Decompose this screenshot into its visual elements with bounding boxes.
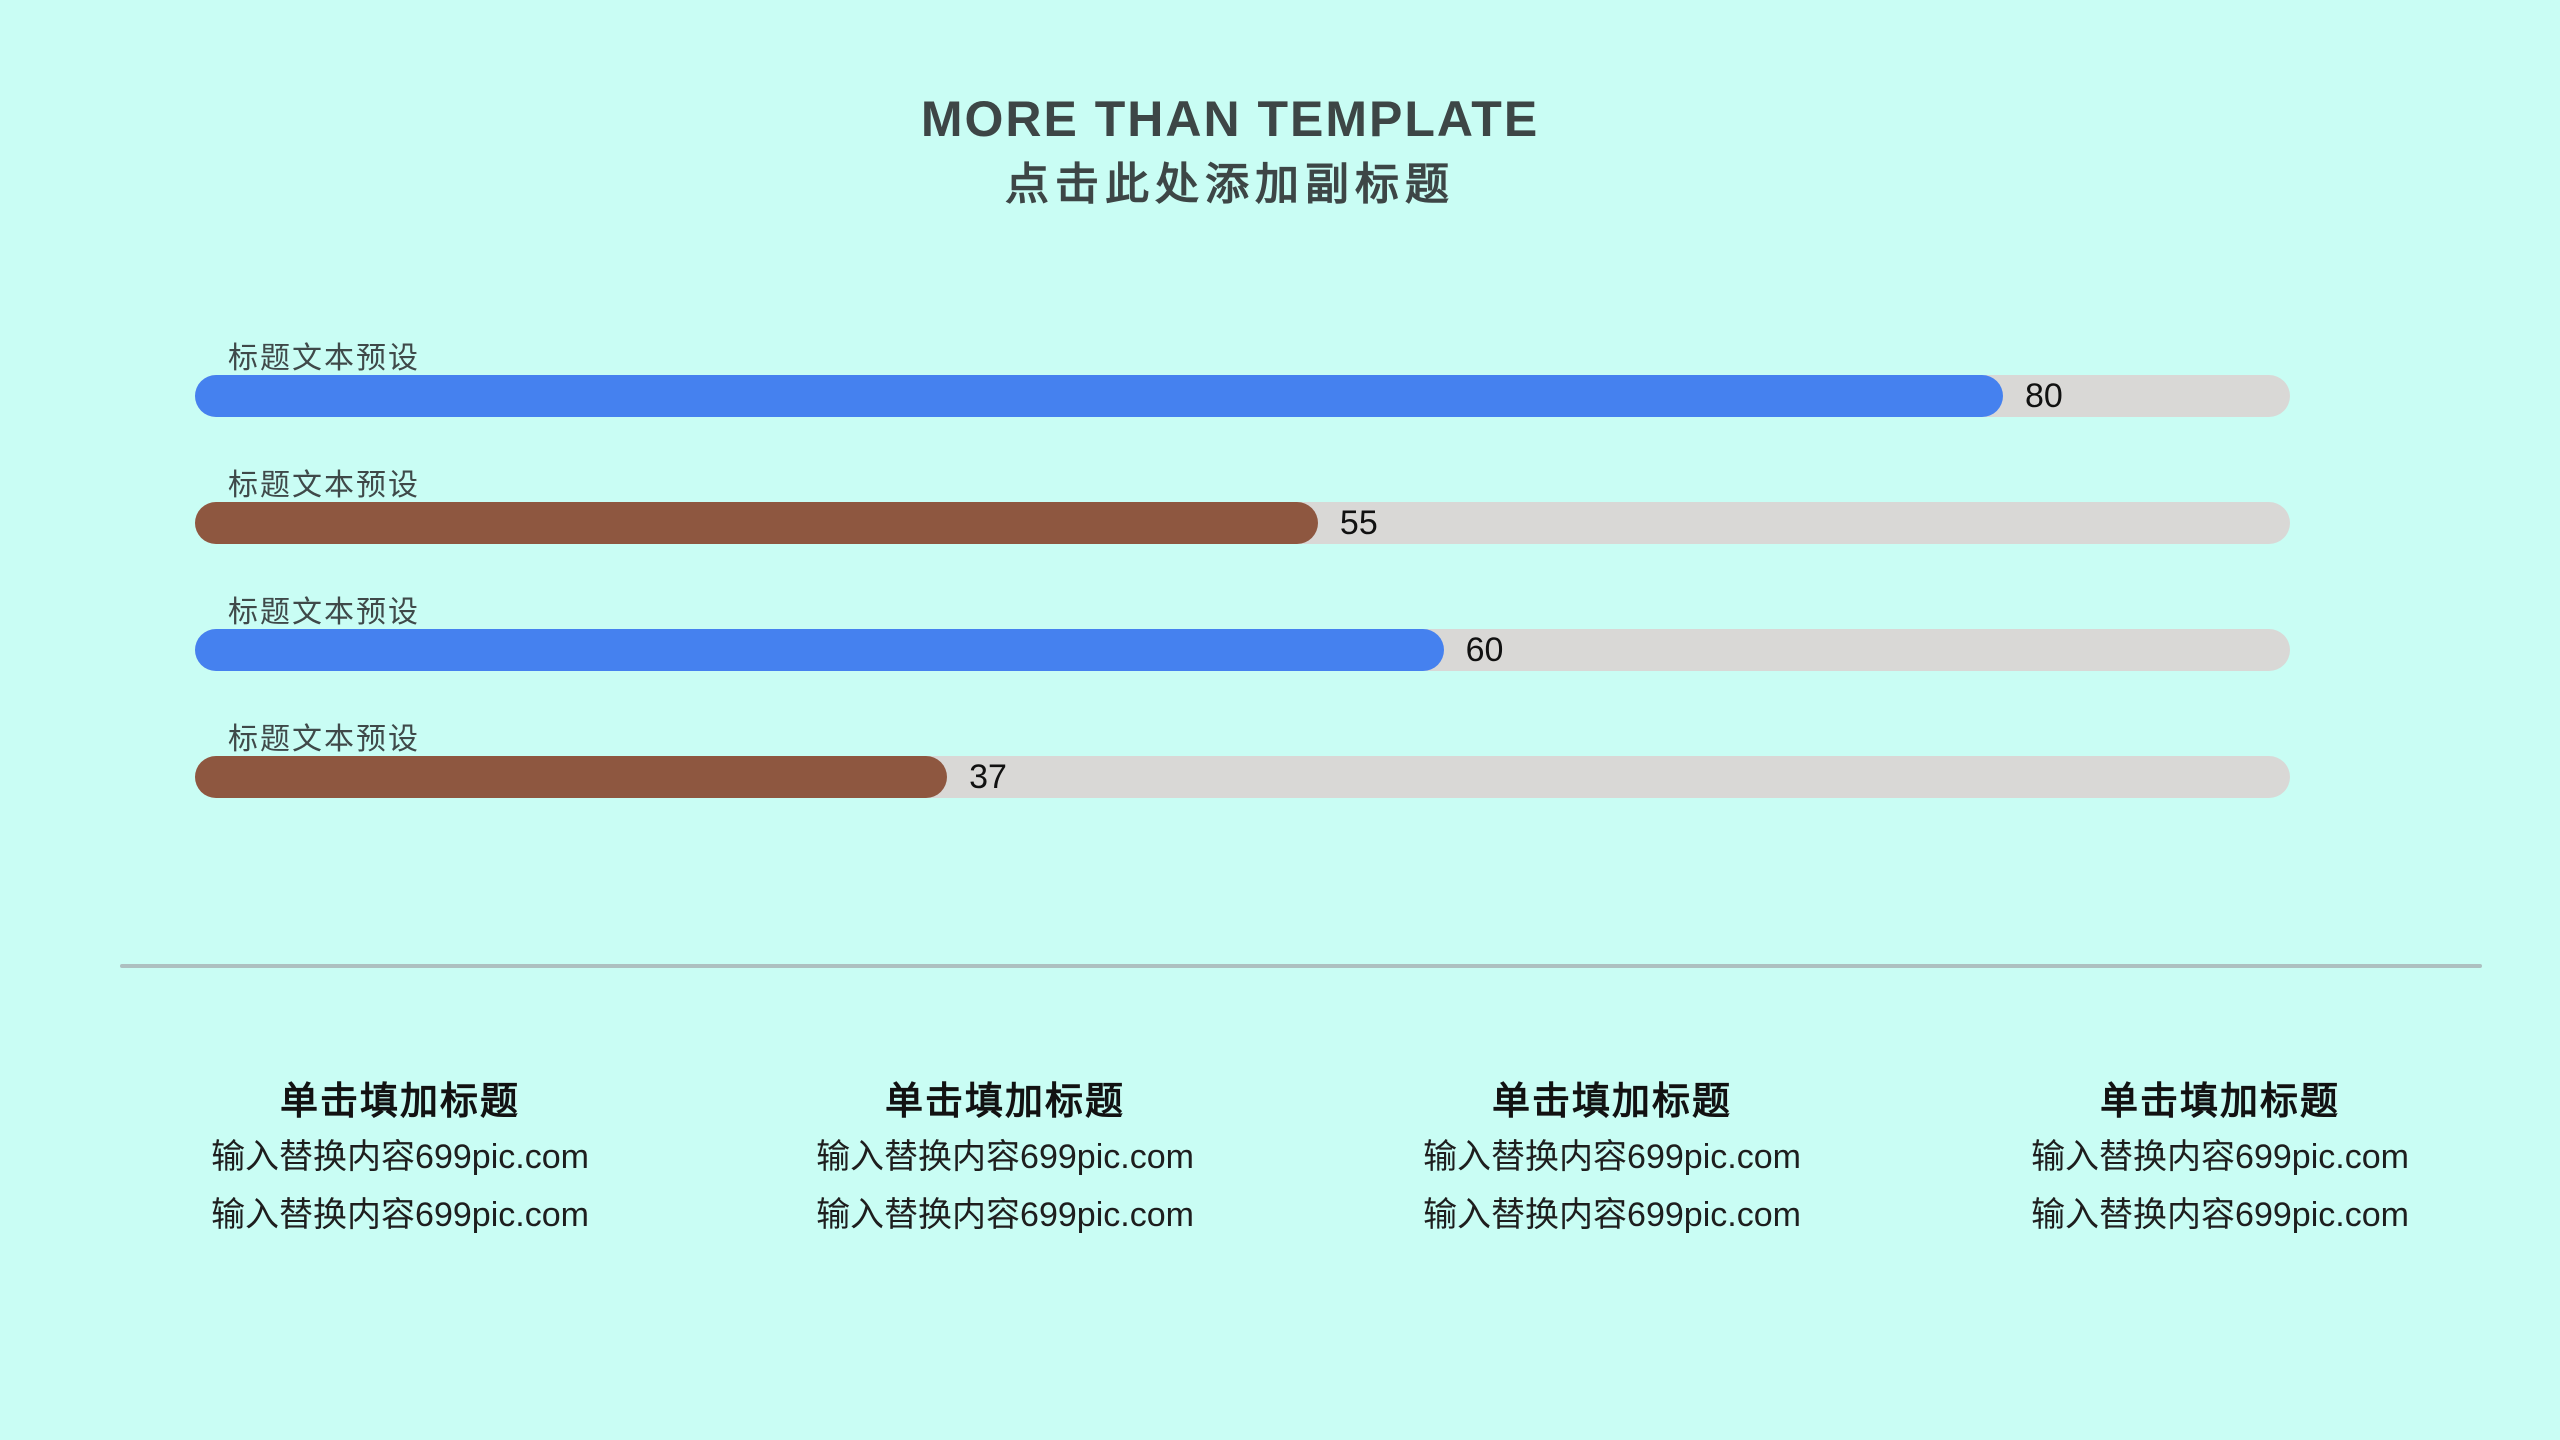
- bar-value[interactable]: 60: [1465, 631, 1504, 669]
- footer-column-line-2[interactable]: 输入替换内容699pic.com: [1423, 1196, 1801, 1234]
- bar-row: 标题文本预设 55: [195, 460, 2290, 587]
- footer-column-title[interactable]: 单击填加标题: [1491, 1081, 1732, 1123]
- divider: [120, 964, 2482, 968]
- bar-label[interactable]: 标题文本预设: [228, 596, 420, 629]
- footer-column: 单击填加标题输入替换内容699pic.com 输入替换内容699pic.com: [2031, 1076, 2409, 1244]
- footer-column-line-2[interactable]: 输入替换内容699pic.com: [816, 1196, 1194, 1234]
- bar-value[interactable]: 55: [1339, 504, 1378, 542]
- bar-value[interactable]: 80: [2024, 377, 2063, 415]
- bar-row: 标题文本预设 37: [195, 714, 2290, 841]
- bar-row: 标题文本预设 80: [195, 333, 2290, 460]
- bar-track[interactable]: 60: [195, 629, 2290, 671]
- footer-column-title[interactable]: 单击填加标题: [279, 1081, 520, 1123]
- bar-label[interactable]: 标题文本预设: [228, 723, 420, 756]
- footer-column: 单击填加标题输入替换内容699pic.com 输入替换内容699pic.com: [211, 1076, 589, 1244]
- bar-track[interactable]: 80: [195, 375, 2290, 417]
- footer-column-line-2[interactable]: 输入替换内容699pic.com: [211, 1196, 589, 1234]
- footer-column: 单击填加标题输入替换内容699pic.com 输入替换内容699pic.com: [1423, 1076, 1801, 1244]
- bar-value[interactable]: 37: [969, 758, 1007, 796]
- bar-track[interactable]: 37: [195, 756, 2290, 798]
- slide-subtitle[interactable]: 点击此处添加副标题: [1005, 160, 1455, 209]
- footer-column: 单击填加标题输入替换内容699pic.com 输入替换内容699pic.com: [816, 1076, 1194, 1244]
- footer-column-title[interactable]: 单击填加标题: [2099, 1081, 2340, 1123]
- footer-column-line-1[interactable]: 输入替换内容699pic.com: [816, 1138, 1194, 1176]
- bar-row: 标题文本预设 60: [195, 587, 2290, 714]
- slide-title[interactable]: MORE THAN TEMPLATE: [920, 91, 1540, 147]
- bar-label[interactable]: 标题文本预设: [228, 469, 420, 502]
- footer-column-line-2[interactable]: 输入替换内容699pic.com: [2031, 1196, 2409, 1234]
- footer-column-line-1[interactable]: 输入替换内容699pic.com: [211, 1138, 589, 1176]
- bar-label[interactable]: 标题文本预设: [228, 342, 420, 375]
- bar-chart: 标题文本预设 80 标题文本预设 55 标题文本预设 60 标题文本预设 37: [195, 333, 2290, 841]
- bar-fill[interactable]: [195, 629, 1444, 671]
- bar-fill[interactable]: [195, 375, 2003, 417]
- footer-column-line-1[interactable]: 输入替换内容699pic.com: [2031, 1138, 2409, 1176]
- bar-fill[interactable]: [195, 502, 1318, 544]
- footer-column-line-1[interactable]: 输入替换内容699pic.com: [1423, 1138, 1801, 1176]
- footer-column-title[interactable]: 单击填加标题: [884, 1081, 1125, 1123]
- bar-fill[interactable]: [195, 756, 948, 798]
- bar-track[interactable]: 55: [195, 502, 2290, 544]
